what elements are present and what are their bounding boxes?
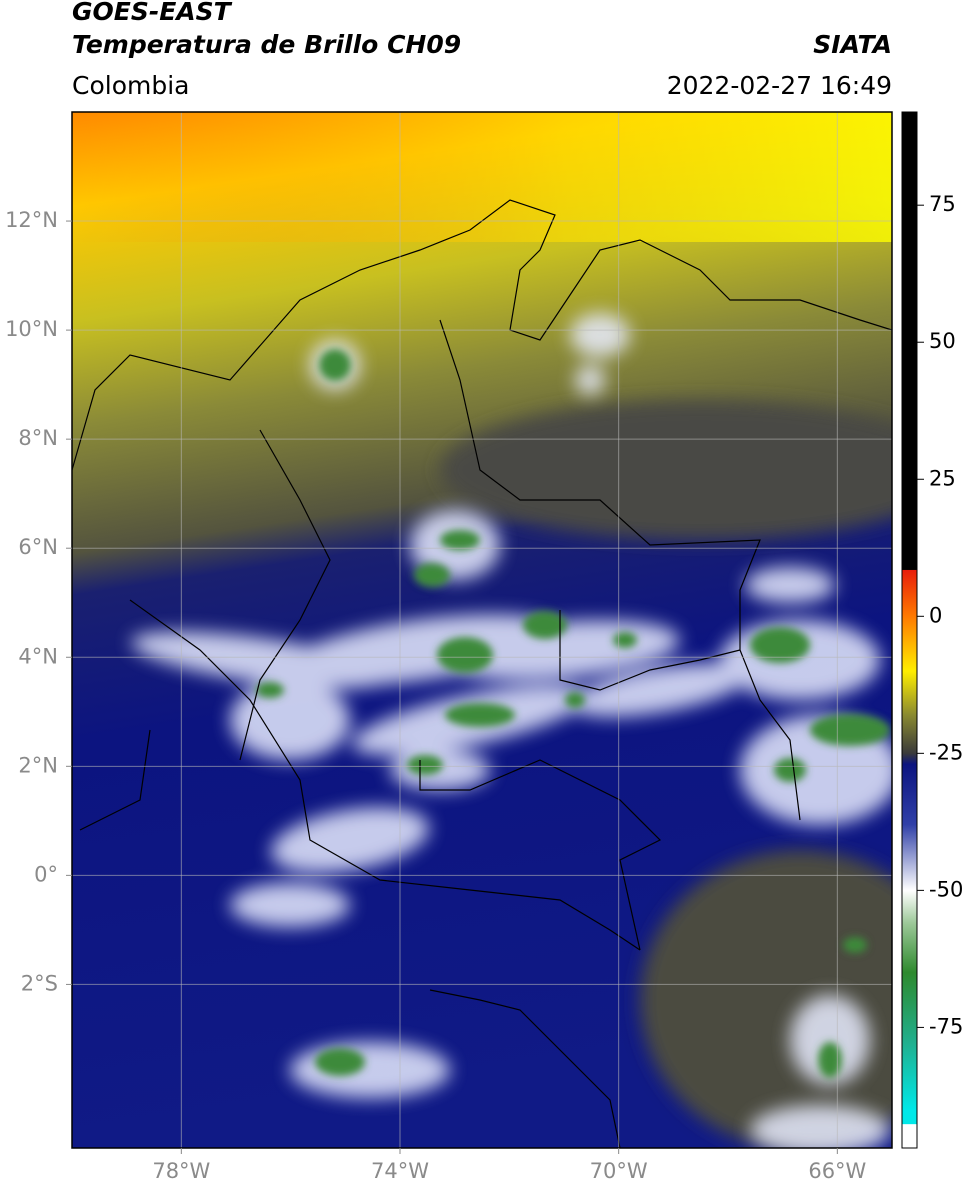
lon-tick-label: 66°W — [808, 1159, 866, 1183]
lat-tick-label: 2°N — [18, 753, 58, 777]
lon-tick-label: 74°W — [371, 1159, 429, 1183]
colorbar-tick-label: 0 — [929, 603, 942, 627]
title-line1: GOES-EAST — [72, 0, 233, 26]
colorbar: 75 50 25 0 -25 -50 -75 — [901, 111, 963, 1149]
colorbar-tick-label: -25 — [929, 740, 963, 764]
lat-tick-label: 2°S — [21, 971, 58, 995]
lat-tick-label: 12°N — [5, 208, 58, 232]
colorbar-scale — [901, 111, 918, 1149]
colorbar-tick-label: 50 — [929, 329, 956, 353]
region: Colombia — [72, 71, 189, 100]
lon-tick-label: 70°W — [590, 1159, 648, 1183]
colorbar-tick-label: -50 — [929, 877, 963, 901]
lat-tick-label: 8°N — [18, 426, 58, 450]
lat-tick-label: 10°N — [5, 317, 58, 341]
lat-tick-label: 6°N — [18, 535, 58, 559]
lon-tick-label: 78°W — [152, 1159, 210, 1183]
satellite-map — [72, 112, 892, 1148]
lat-tick-label: 0° — [34, 862, 58, 886]
colorbar-tick-label: 25 — [929, 466, 956, 490]
title-line2: Temperatura de Brillo CH09 — [72, 30, 461, 59]
colorbar-tick-label: 75 — [929, 192, 956, 216]
colorbar-tick-label: -75 — [929, 1014, 963, 1038]
map-frame — [71, 111, 893, 1149]
lat-tick-label: 4°N — [18, 644, 58, 668]
datetime: 2022-02-27 16:49 — [667, 71, 892, 100]
source: SIATA — [813, 30, 892, 59]
